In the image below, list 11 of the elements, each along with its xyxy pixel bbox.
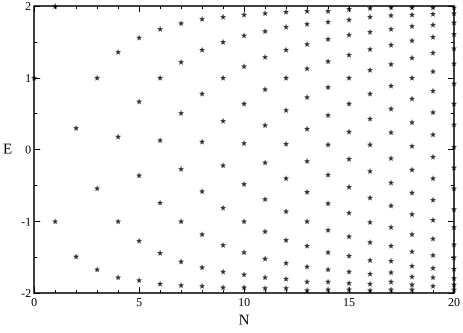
x-tick-label: 10 — [238, 295, 250, 310]
y-tick-label: -2 — [21, 286, 32, 300]
x-tick-label: 20 — [448, 295, 460, 310]
x-axis-title: N — [238, 312, 250, 328]
y-tick-label: 1 — [25, 70, 32, 85]
x-tick-label: 5 — [136, 295, 142, 310]
y-tick-label: -1 — [21, 214, 32, 228]
y-tick-label: 2 — [25, 0, 32, 13]
y-tick-label: 0 — [25, 142, 32, 157]
y-axis-title: E — [2, 142, 12, 158]
x-tick-label: 15 — [343, 295, 356, 310]
